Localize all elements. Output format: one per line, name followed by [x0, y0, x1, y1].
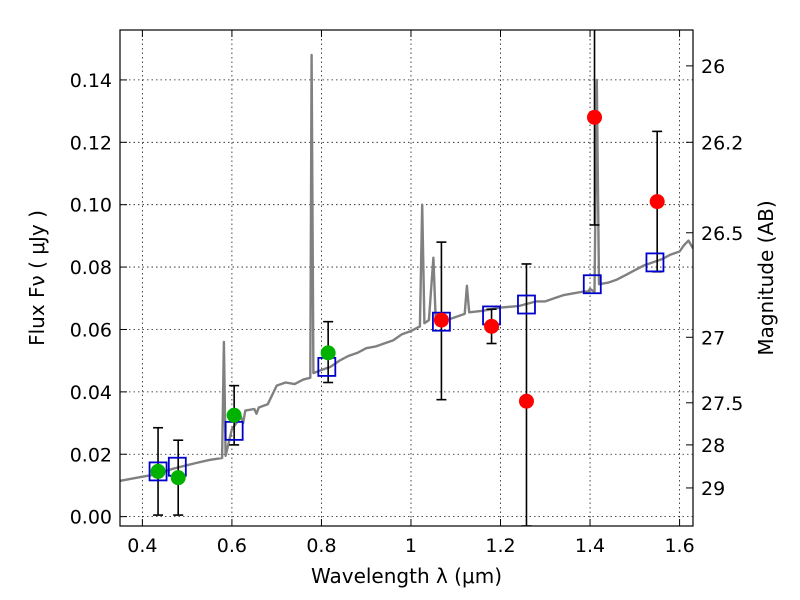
y-axis-label: Flux Fν ( μJy ) — [25, 210, 49, 346]
spectrum-line — [120, 53, 693, 482]
clipped-data — [120, 30, 693, 526]
data-point — [518, 393, 534, 409]
ticks: 0.4 0.6 0.8 1 1.2 1.4 1.6 0.00 0.02 0.04 0.06 0.08 0… — [70, 30, 743, 557]
data-point — [226, 407, 242, 423]
data-layer — [120, 30, 693, 526]
x-tick-label: 0.4 — [127, 535, 157, 557]
data-point — [433, 312, 449, 328]
model-square — [645, 252, 665, 273]
right-axis-label: Magnitude (AB) — [754, 200, 778, 355]
right-tick-label: 29 — [701, 478, 725, 500]
right-tick-label: 27.5 — [701, 393, 743, 415]
x-tick-label: 1 — [405, 535, 417, 557]
data-point — [484, 318, 500, 334]
model-square — [517, 294, 536, 315]
y-tick-label: 0.12 — [70, 132, 112, 154]
right-tick-label: 26.2 — [701, 132, 743, 154]
x-axis-label: Wavelength λ (μm) — [311, 564, 502, 588]
data-point — [170, 470, 186, 486]
y-tick-label: 0.08 — [70, 257, 112, 279]
grid — [120, 30, 693, 526]
model-square — [148, 461, 168, 482]
data-point — [587, 109, 603, 125]
x-tick-label: 0.6 — [217, 535, 247, 557]
model-square — [582, 274, 602, 295]
x-tick-label: 1.2 — [485, 535, 515, 557]
data-point — [150, 463, 166, 479]
data-point — [320, 345, 336, 361]
x-tick-label: 1.6 — [664, 535, 694, 557]
x-tick-label: 1.4 — [575, 535, 605, 557]
right-tick-label: 26 — [701, 56, 725, 78]
y-tick-label: 0.02 — [70, 444, 112, 466]
y-tick-label: 0.10 — [70, 195, 112, 217]
right-tick-label: 28 — [701, 435, 725, 457]
plot-frame — [119, 29, 694, 527]
y-tick-label: 0.14 — [70, 70, 112, 92]
data-point — [649, 194, 665, 210]
y-tick-label: 0.06 — [70, 319, 112, 341]
y-tick-label: 0.00 — [70, 507, 112, 529]
y-tick-label: 0.04 — [70, 382, 112, 404]
right-tick-label: 27 — [701, 327, 725, 349]
right-tick-label: 26.5 — [701, 223, 743, 245]
x-tick-label: 0.8 — [306, 535, 336, 557]
